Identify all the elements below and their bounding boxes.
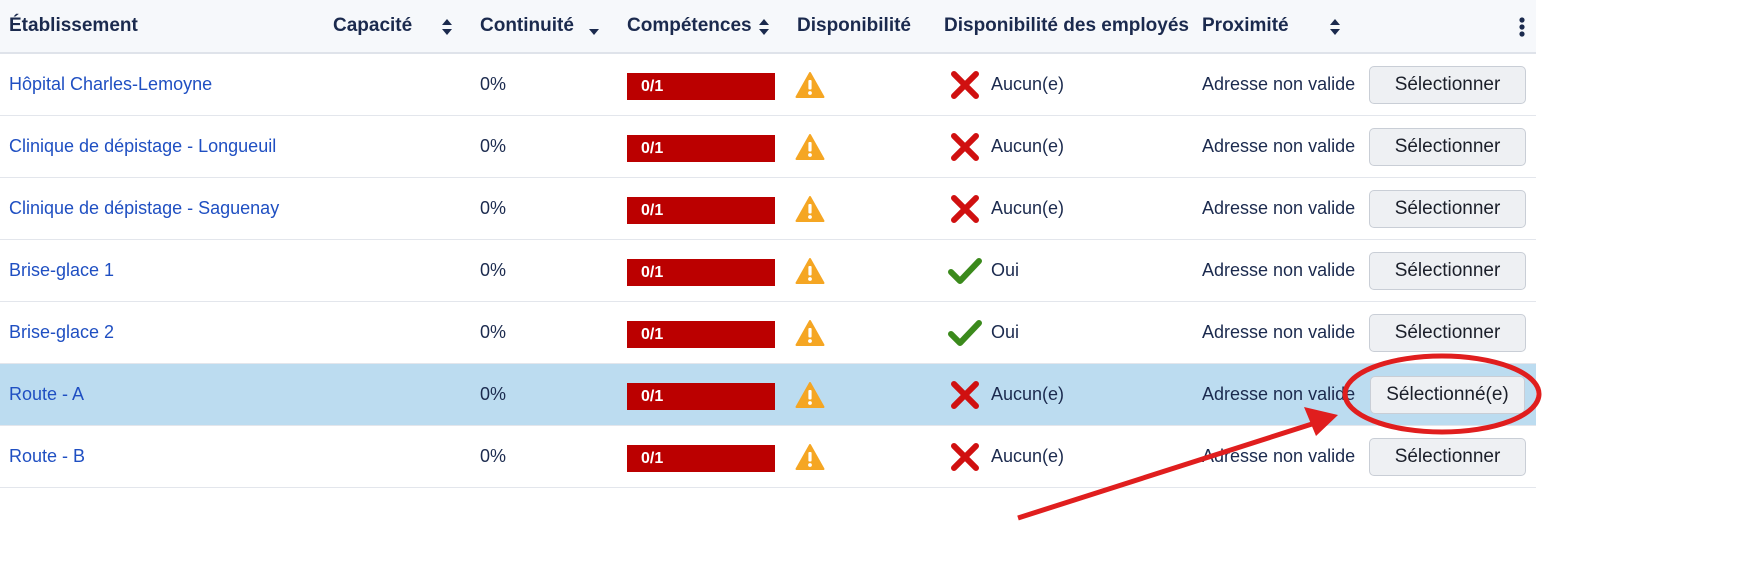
cross-icon bbox=[948, 442, 982, 472]
column-header-proximity[interactable]: Proximité bbox=[1202, 15, 1289, 36]
sort-icon[interactable] bbox=[1328, 16, 1342, 38]
employee-status-text: Aucun(e) bbox=[991, 136, 1065, 156]
skills-badge: 0/1 bbox=[627, 321, 775, 348]
continuity-value: 0% bbox=[480, 136, 507, 156]
skills-badge: 0/1 bbox=[627, 259, 775, 286]
table-header: Établissement Capacité Continuité Compét… bbox=[0, 0, 1536, 54]
check-icon bbox=[948, 318, 982, 348]
cross-icon bbox=[948, 380, 982, 410]
employee-status-text: Oui bbox=[991, 260, 1020, 280]
establishment-table: Établissement Capacité Continuité Compét… bbox=[0, 0, 1536, 488]
skills-badge: 0/1 bbox=[627, 383, 775, 410]
continuity-value: 0% bbox=[480, 322, 507, 342]
selected-button[interactable]: Sélectionné(e) bbox=[1370, 376, 1525, 414]
establishment-link[interactable]: Brise-glace 1 bbox=[9, 260, 115, 280]
skills-badge: 0/1 bbox=[627, 445, 775, 472]
table-row[interactable]: Brise-glace 1 0% 0/1 Oui Adresse non val… bbox=[0, 240, 1536, 302]
sort-icon[interactable] bbox=[440, 16, 454, 38]
continuity-value: 0% bbox=[480, 198, 507, 218]
continuity-value: 0% bbox=[480, 384, 507, 404]
proximity-value: Adresse non valide bbox=[1202, 260, 1356, 280]
warning-icon bbox=[795, 71, 825, 99]
warning-icon bbox=[795, 257, 825, 285]
table-body: Hôpital Charles-Lemoyne 0% 0/1 Aucun(e) … bbox=[0, 54, 1536, 488]
table-row[interactable]: Clinique de dépistage - Longueuil 0% 0/1… bbox=[0, 116, 1536, 178]
proximity-value: Adresse non valide bbox=[1202, 384, 1356, 404]
employee-status-text: Aucun(e) bbox=[991, 74, 1065, 94]
establishment-link[interactable]: Clinique de dépistage - Saguenay bbox=[9, 198, 280, 218]
select-button[interactable]: Sélectionner bbox=[1369, 190, 1526, 228]
employee-status-text: Aucun(e) bbox=[991, 198, 1065, 218]
select-button[interactable]: Sélectionner bbox=[1369, 66, 1526, 104]
cross-icon bbox=[948, 132, 982, 162]
warning-icon bbox=[795, 319, 825, 347]
kebab-menu-icon[interactable] bbox=[1512, 12, 1532, 42]
table-row-selected[interactable]: Route - A 0% 0/1 Aucun(e) Adresse non va… bbox=[0, 364, 1536, 426]
table-row[interactable]: Clinique de dépistage - Saguenay 0% 0/1 … bbox=[0, 178, 1536, 240]
warning-icon bbox=[795, 133, 825, 161]
employee-status-text: Aucun(e) bbox=[991, 446, 1065, 466]
select-button[interactable]: Sélectionner bbox=[1369, 252, 1526, 290]
continuity-value: 0% bbox=[480, 74, 507, 94]
column-header-capacity[interactable]: Capacité bbox=[333, 15, 413, 36]
column-header-continuity[interactable]: Continuité bbox=[480, 15, 574, 36]
continuity-value: 0% bbox=[480, 260, 507, 280]
proximity-value: Adresse non valide bbox=[1202, 74, 1356, 94]
warning-icon bbox=[795, 381, 825, 409]
warning-icon bbox=[795, 195, 825, 223]
check-icon bbox=[948, 256, 982, 286]
skills-badge: 0/1 bbox=[627, 135, 775, 162]
establishment-link[interactable]: Hôpital Charles-Lemoyne bbox=[9, 74, 213, 94]
select-button[interactable]: Sélectionner bbox=[1369, 314, 1526, 352]
column-header-establishment[interactable]: Établissement bbox=[9, 15, 138, 36]
employee-status-text: Aucun(e) bbox=[991, 384, 1065, 404]
proximity-value: Adresse non valide bbox=[1202, 322, 1356, 342]
sort-desc-icon[interactable] bbox=[587, 16, 601, 38]
table-row[interactable]: Brise-glace 2 0% 0/1 Oui Adresse non val… bbox=[0, 302, 1536, 364]
sort-icon[interactable] bbox=[757, 16, 771, 38]
proximity-value: Adresse non valide bbox=[1202, 198, 1356, 218]
proximity-value: Adresse non valide bbox=[1202, 446, 1356, 466]
skills-badge: 0/1 bbox=[627, 197, 775, 224]
skills-badge: 0/1 bbox=[627, 73, 775, 100]
column-header-skills[interactable]: Compétences bbox=[627, 15, 752, 36]
column-header-availability: Disponibilité bbox=[797, 15, 911, 36]
warning-icon bbox=[795, 443, 825, 471]
table-row[interactable]: Hôpital Charles-Lemoyne 0% 0/1 Aucun(e) … bbox=[0, 54, 1536, 116]
proximity-value: Adresse non valide bbox=[1202, 136, 1356, 156]
table-row[interactable]: Route - B 0% 0/1 Aucun(e) Adresse non va… bbox=[0, 426, 1536, 488]
establishment-link[interactable]: Route - B bbox=[9, 446, 86, 466]
establishment-link[interactable]: Route - A bbox=[9, 384, 85, 404]
cross-icon bbox=[948, 70, 982, 100]
establishment-link[interactable]: Brise-glace 2 bbox=[9, 322, 115, 342]
select-button[interactable]: Sélectionner bbox=[1369, 438, 1526, 476]
column-header-employee-availability: Disponibilité des employés bbox=[944, 15, 1189, 36]
cross-icon bbox=[948, 194, 982, 224]
select-button[interactable]: Sélectionner bbox=[1369, 128, 1526, 166]
employee-status-text: Oui bbox=[991, 322, 1020, 342]
continuity-value: 0% bbox=[480, 446, 507, 466]
establishment-link[interactable]: Clinique de dépistage - Longueuil bbox=[9, 136, 277, 156]
